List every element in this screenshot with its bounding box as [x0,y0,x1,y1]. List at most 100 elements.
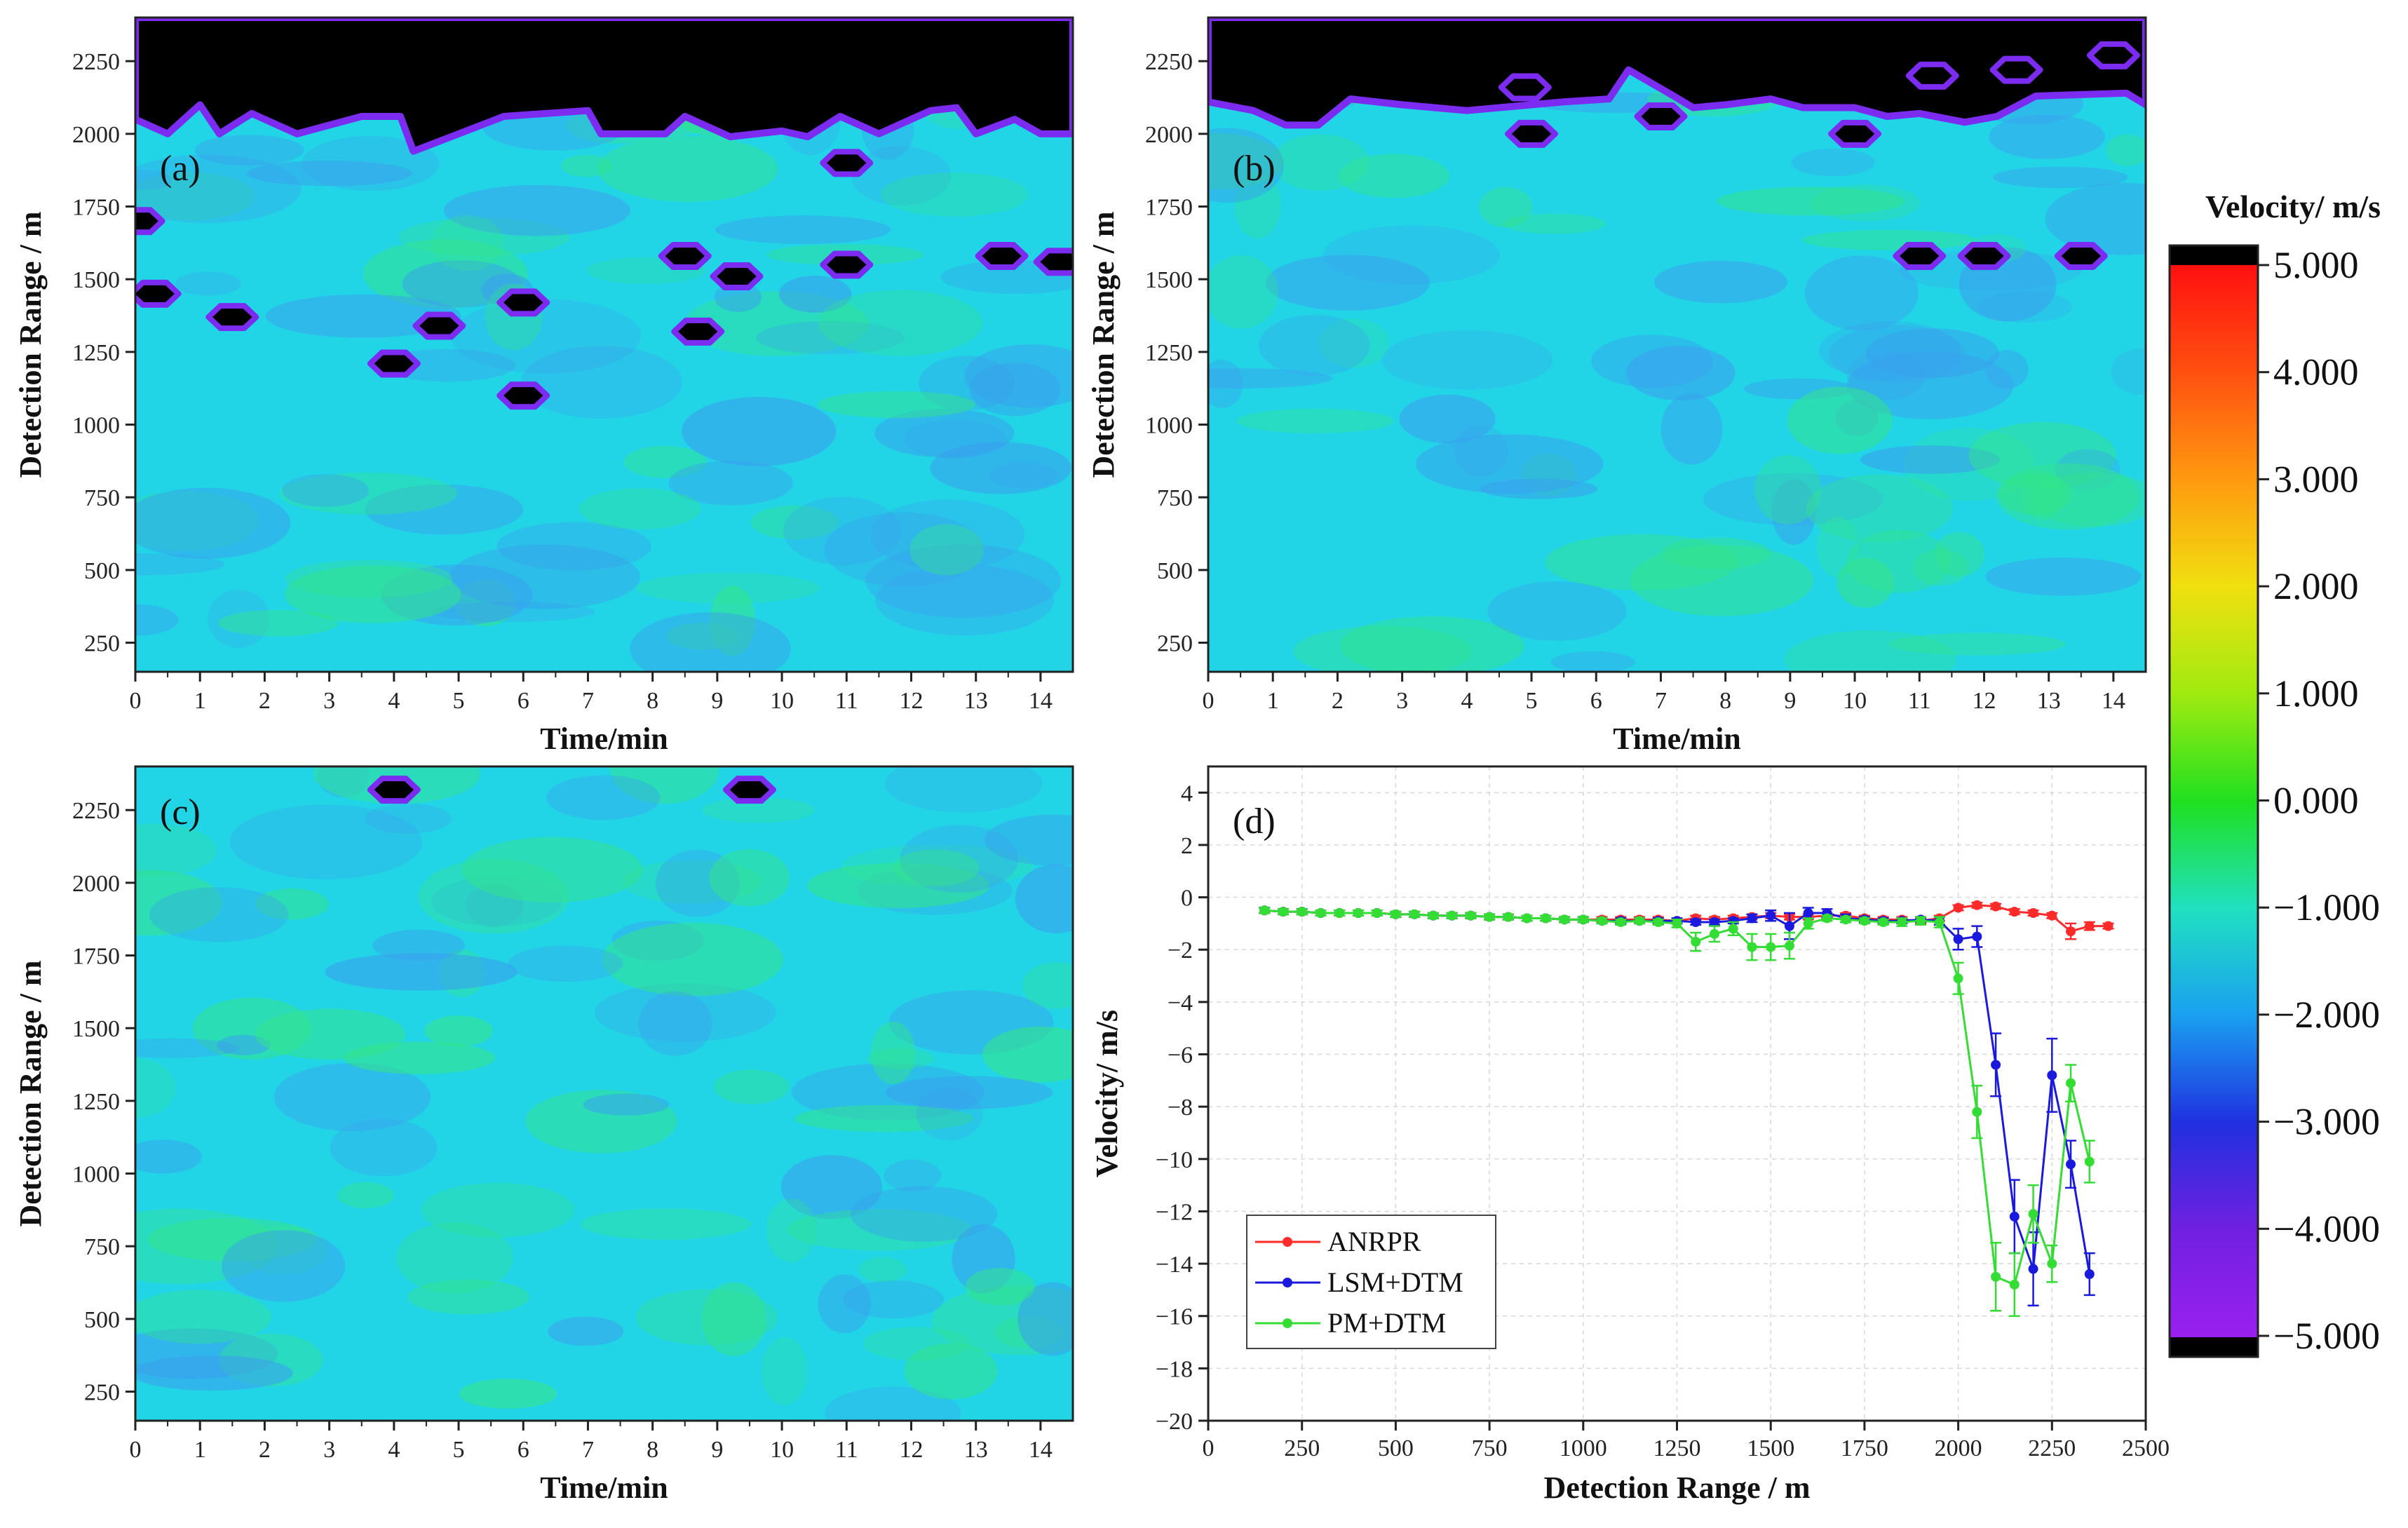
data-point [1803,907,1813,918]
heatmap-field [135,18,1073,672]
field-texture [766,1198,816,1262]
heatmap-panel-1: 0 1 2 3 4 5 6 7 8 9 10 11 12 13 1425050075010001250150… [1086,16,2147,756]
field-texture [402,259,521,308]
x-tick-label: 4 [388,1437,400,1463]
x-tick-label: 7 [582,1437,594,1463]
x-tick-label: 2 [259,688,271,714]
field-texture [865,544,1061,618]
field-texture [208,589,270,648]
field-texture [1985,557,2142,596]
x-tick-label: 11 [835,688,858,714]
colorbar-cap-bottom [2170,1337,2258,1357]
colorbar-tick-label: −3.000 [2273,1101,2380,1143]
y-tick-label: 0 [1181,886,1193,912]
x-axis-label: Time/min [1613,722,1741,756]
field-texture [787,1209,973,1251]
legend-swatch-marker [1283,1278,1292,1287]
field-texture [1266,255,1430,311]
field-texture [1806,474,1954,543]
data-point [1991,1271,2001,1282]
legend-swatch-marker [1283,1318,1292,1328]
colorbar-title: Velocity/ m/s [2205,189,2381,224]
field-texture [135,487,291,559]
y-tick-label: 250 [84,631,120,657]
y-tick-label: 4 [1181,780,1193,806]
colorbar-tick-label: −1.000 [2273,886,2380,928]
colorbar-tick-label: 2.000 [2273,565,2359,607]
data-point [1616,917,1626,928]
data-point [1466,910,1476,921]
field-texture [421,1182,574,1238]
field-texture [247,161,412,187]
y-axis-label: Detection Range / m [13,960,48,1226]
data-point [2084,1156,2095,1167]
data-point [1522,913,1532,924]
panel-label: (c) [160,792,201,832]
field-texture [1415,434,1604,494]
data-point [1297,907,1307,917]
field-texture [1293,626,1472,672]
data-point [1784,940,1794,951]
x-tick-label: 2000 [1935,1435,1982,1461]
field-texture [874,408,1015,458]
field-texture [135,170,173,190]
field-texture [2106,134,2146,166]
void-patch [722,776,776,804]
field-texture [1630,545,1814,616]
data-point [2028,1264,2038,1274]
y-tick-label: 2250 [1145,49,1193,75]
x-tick-label: 8 [647,688,658,714]
y-tick-label: −2 [1168,938,1193,964]
field-texture [859,1257,907,1283]
void-patch [205,303,259,332]
field-texture [969,363,1061,417]
void-patch [671,317,725,346]
data-point [1691,917,1701,928]
void-patch [1505,119,1559,148]
field-texture [135,870,222,936]
field-texture [1660,393,1723,465]
panel-label: (a) [160,149,201,189]
x-tick-label: 14 [1029,1437,1053,1463]
field-texture [579,488,701,530]
field-texture [982,1026,1073,1083]
field-texture [459,1379,557,1409]
field-texture [1626,346,1736,401]
field-texture [149,887,289,942]
void-patch [1033,248,1073,276]
field-texture [1591,334,1713,388]
field-texture [1653,260,1788,304]
field-texture [1968,421,2116,489]
x-tick-label: 1 [194,688,206,714]
x-tick-label: 10 [770,1437,794,1463]
field-texture [885,1076,1053,1109]
field-texture [424,1015,493,1047]
x-tick-label: 2 [1332,688,1344,714]
field-texture [302,135,440,191]
field-texture [430,601,595,622]
x-tick-label: 4 [388,688,400,714]
field-texture [884,766,1043,813]
void-patch [1989,55,2043,84]
y-tick-label: 1500 [72,1016,120,1042]
plot-frame [134,16,1074,673]
x-tick-label: 1250 [1653,1435,1701,1461]
x-tick-label: 5 [453,688,465,714]
void-patch [820,149,874,177]
data-point [1709,917,1719,928]
data-point [1897,917,1907,928]
plot-frame [134,765,1074,1422]
x-tick-label: 12 [1972,688,1996,714]
field-texture [989,462,1058,489]
field-texture [638,991,712,1056]
data-point [1372,907,1382,918]
x-tick-label: 250 [1284,1435,1320,1461]
field-texture [1551,651,1635,672]
field-texture [682,397,837,466]
void-patch [496,381,550,410]
field-texture [1816,516,1859,578]
field-texture [1802,229,1977,250]
data-point [1635,916,1645,926]
field-texture [583,1093,670,1116]
